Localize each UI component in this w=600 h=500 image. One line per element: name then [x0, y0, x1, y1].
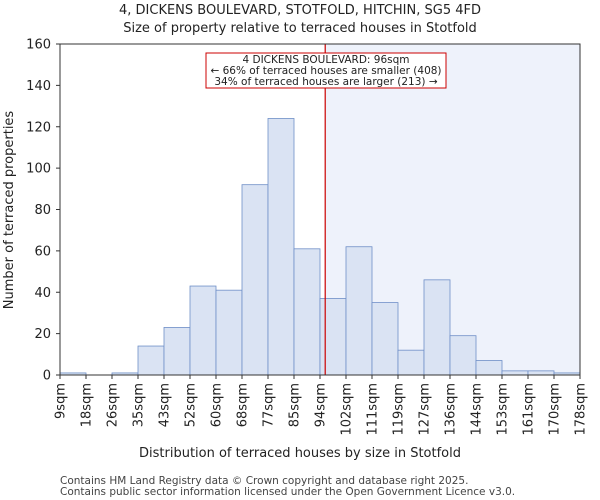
x-axis: 9sqm 18sqm 26sqm 35sqm 43sqm 52sqm 60sqm 68sqm 7… — [54, 375, 589, 436]
x-tick-label: 60sqm — [210, 383, 225, 427]
x-tick-label: 178sqm — [574, 383, 589, 436]
x-tick-label: 43sqm — [158, 383, 173, 427]
annotation-larger: 34% of terraced houses are larger (213) … — [214, 76, 437, 88]
x-tick-label: 9sqm — [54, 383, 69, 419]
bar-85sqm — [293, 248, 321, 376]
bar-127sqm — [423, 279, 451, 376]
annotation-smaller: ← 66% of terraced houses are smaller (40… — [210, 65, 441, 77]
y-tick-label: 160 — [26, 38, 51, 53]
y-tick-label: 120 — [26, 120, 51, 135]
x-tick-label: 68sqm — [236, 383, 251, 427]
y-tick-label: 20 — [34, 327, 51, 342]
x-tick-label: 18sqm — [80, 383, 95, 427]
annotation-box — [205, 52, 447, 89]
chart-subtitle: Size of property relative to terraced ho… — [123, 21, 477, 36]
bar-102sqm — [345, 246, 373, 376]
x-tick-label: 136sqm — [444, 383, 459, 436]
y-tick-label: 140 — [26, 79, 51, 94]
x-tick-label: 127sqm — [418, 383, 433, 436]
x-axis-label: Distribution of terraced houses by size … — [139, 446, 461, 461]
x-tick-label: 102sqm — [340, 383, 355, 436]
footer-licence: Contains public sector information licen… — [60, 486, 515, 498]
bar-60sqm — [215, 289, 243, 376]
x-tick-label: 144sqm — [470, 383, 485, 436]
y-axis-label: Number of terraced properties — [2, 111, 17, 310]
bars-group — [59, 118, 581, 376]
bar-68sqm — [241, 184, 269, 376]
x-tick-label: 77sqm — [262, 383, 277, 427]
x-tick-label: 52sqm — [184, 383, 199, 427]
x-tick-label: 111sqm — [366, 383, 381, 436]
y-axis: 0 20 40 60 80 100 120 140 160 — [26, 38, 60, 384]
y-tick-label: 100 — [26, 162, 51, 177]
x-tick-label: 94sqm — [314, 383, 329, 427]
y-tick-label: 80 — [34, 203, 51, 218]
bar-43sqm — [163, 327, 191, 376]
bar-77sqm — [267, 118, 295, 376]
bar-94sqm — [319, 298, 347, 376]
property-annotation: 4 DICKENS BOULEVARD: 96sqm ← 66% of terr… — [205, 52, 447, 89]
bar-136sqm — [449, 335, 477, 376]
bar-52sqm — [189, 285, 217, 376]
x-tick-label: 170sqm — [548, 383, 563, 436]
x-tick-label: 161sqm — [522, 383, 537, 436]
annotation-title: 4 DICKENS BOULEVARD: 96sqm — [242, 54, 409, 66]
bar-35sqm — [137, 345, 165, 376]
x-tick-label: 119sqm — [392, 383, 407, 436]
x-tick-label: 26sqm — [106, 383, 121, 427]
x-tick-label: 153sqm — [496, 383, 511, 436]
bar-161sqm — [527, 370, 555, 376]
y-tick-label: 40 — [34, 286, 51, 301]
bar-119sqm — [397, 349, 425, 376]
bar-144sqm — [475, 360, 503, 376]
y-tick-label: 60 — [34, 244, 51, 259]
x-tick-label: 85sqm — [288, 383, 303, 427]
bar-153sqm — [501, 370, 529, 376]
chart-title: 4, DICKENS BOULEVARD, STOTFOLD, HITCHIN,… — [119, 3, 481, 18]
y-tick-label: 0 — [43, 369, 51, 384]
x-tick-label: 35sqm — [132, 383, 147, 427]
footer-copyright: Contains HM Land Registry data © Crown c… — [60, 475, 468, 487]
bar-111sqm — [371, 302, 399, 376]
